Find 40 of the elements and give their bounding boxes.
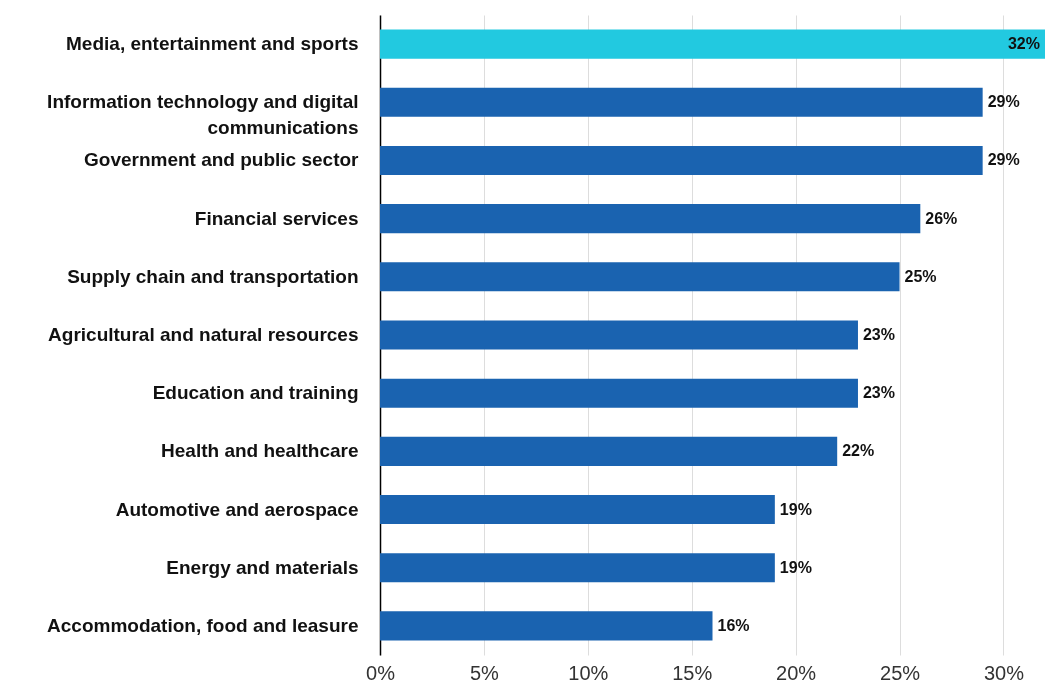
y-tick-label: Education and training bbox=[152, 382, 359, 404]
bar bbox=[380, 204, 921, 234]
data-label: 19% bbox=[779, 558, 812, 576]
y-tick-label: Media, entertainment and sports bbox=[66, 33, 359, 55]
bar bbox=[380, 436, 838, 466]
y-tick-label: Energy and materials bbox=[166, 556, 359, 578]
y-tick-label: Agricultural and natural resources bbox=[48, 324, 359, 345]
x-tick-label: 5% bbox=[469, 661, 500, 684]
bar bbox=[380, 495, 775, 525]
data-label: 29% bbox=[987, 93, 1020, 111]
x-tick-label: 10% bbox=[568, 661, 609, 684]
bar bbox=[380, 145, 983, 175]
data-label: 19% bbox=[779, 500, 812, 518]
data-label: 29% bbox=[987, 151, 1020, 169]
bar bbox=[380, 378, 858, 408]
data-label: 16% bbox=[717, 616, 750, 634]
y-tick-label: Government and public sector bbox=[84, 149, 360, 171]
data-label: 23% bbox=[862, 384, 895, 402]
x-tick-label: 15% bbox=[672, 661, 713, 684]
y-tick-label: Supply chain and transportation bbox=[67, 265, 359, 287]
data-label: 26% bbox=[925, 209, 958, 227]
bar bbox=[380, 262, 900, 292]
x-tick-label: 30% bbox=[983, 661, 1025, 684]
bar bbox=[380, 87, 983, 117]
data-label: 22% bbox=[842, 442, 875, 460]
bar bbox=[380, 553, 775, 583]
y-tick-label: Health and healthcare bbox=[161, 440, 359, 462]
x-tick-label: 0% bbox=[366, 661, 396, 684]
bar bbox=[380, 320, 858, 350]
data-label: 23% bbox=[862, 326, 895, 343]
bar bbox=[380, 611, 713, 641]
data-label: 25% bbox=[904, 267, 937, 285]
x-tick-label: 20% bbox=[776, 661, 817, 684]
y-tick-label: Information technology and digital communications bbox=[47, 91, 359, 139]
y-tick-label: Automotive and aerospace bbox=[115, 498, 359, 520]
bar bbox=[380, 29, 1045, 59]
y-tick-label: Financial services bbox=[194, 207, 359, 229]
data-label: 32% bbox=[1007, 35, 1040, 53]
x-tick-label: 25% bbox=[880, 661, 921, 684]
y-tick-label: Accommodation, food and leasure bbox=[47, 614, 359, 636]
